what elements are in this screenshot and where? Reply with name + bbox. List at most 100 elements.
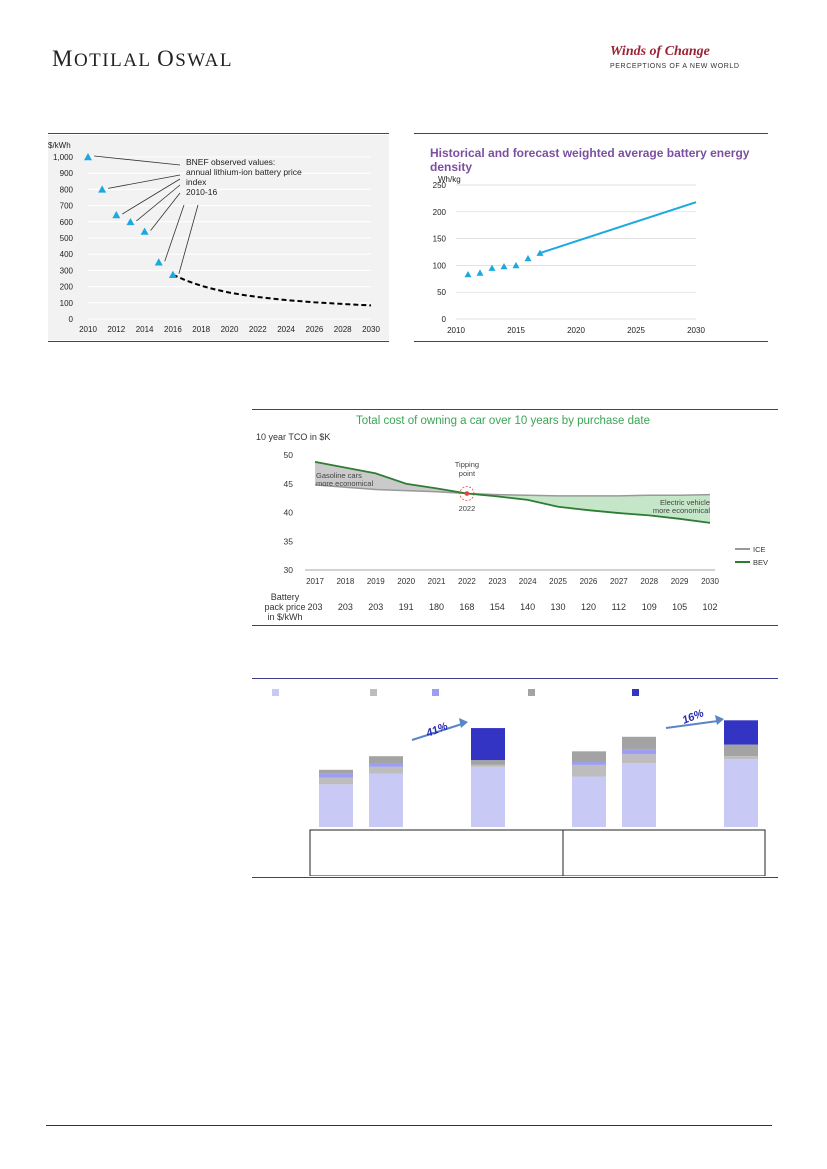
chart3-battery-price: 130: [551, 602, 566, 612]
chart1-xtick: 2026: [306, 325, 324, 334]
chart3-ylabel: 10 year TCO in $K: [256, 432, 330, 442]
chart1-bottom-rule: [48, 341, 389, 342]
chart1-observed-point: [154, 258, 163, 266]
chart4-bar-segment: [622, 762, 656, 827]
chart1-leader-line: [108, 174, 181, 189]
chart2-ytick: 50: [437, 288, 446, 297]
battery-price-chart: $/kWh 0 100 200 300 400 500 600 700 800 900 1,000 20…: [48, 135, 389, 340]
chart3-legend-label: BEV: [753, 558, 768, 567]
chart3-ytick: 30: [284, 565, 294, 575]
chart4-category-box: [309, 829, 564, 876]
chart2-observed-point: [464, 271, 472, 278]
chart3-battery-price: 140: [520, 602, 535, 612]
chart3-bev-line: [314, 461, 711, 524]
chart1-ytick: 0: [69, 315, 74, 324]
chart3-ev-area: [466, 493, 710, 523]
chart1-leader-line: [164, 204, 185, 262]
chart1-xtick: 2030: [362, 325, 380, 334]
chart3-ice-line: [314, 484, 711, 497]
chart3-tipping-year: 2022: [459, 504, 476, 513]
chart3-title: Total cost of owning a car over 10 years…: [356, 415, 650, 427]
chart4-bar-segment: [622, 749, 656, 755]
energy-density-chart: Historical and forecast weighted average…: [430, 146, 750, 335]
winds-of-change-logo: Winds of Change PERCEPTIONS OF A NEW WOR…: [610, 44, 740, 74]
chart1-ytick: 300: [60, 266, 74, 275]
chart2-observed-point: [524, 254, 532, 262]
chart1-ytick: 100: [60, 299, 74, 308]
chart4-bar-segment: [319, 773, 353, 778]
chart3-xtick: 2017: [306, 577, 324, 586]
chart1-xtick: 2012: [107, 325, 125, 334]
chart1-leader-line: [122, 178, 181, 215]
chart4-bar-segment: [572, 762, 606, 765]
chart3-ytick: 50: [284, 450, 294, 460]
chart1-ytick: 700: [60, 202, 74, 211]
chart3-legend-label: ICE: [753, 545, 766, 554]
chart1-xtick: 2016: [164, 325, 182, 334]
chart4-growth-label: 41%: [424, 720, 450, 740]
chart3-battery-price: 112: [612, 602, 626, 612]
chart3-ytick: 40: [284, 508, 294, 518]
chart4-bar-segment: [724, 756, 758, 760]
chart4-bar-segment: [622, 754, 656, 763]
chart1-xtick: 2022: [249, 325, 267, 334]
chart4-top-rule: [252, 678, 778, 679]
chart3-battery-price: 102: [702, 602, 717, 612]
stacked-cost-chart: 41%16%: [272, 689, 766, 876]
chart3-battery-price: 203: [307, 602, 322, 612]
chart1-leader-line: [136, 184, 181, 222]
chart4-legend-swatch: [632, 689, 639, 696]
chart3-battery-price: 180: [429, 602, 444, 612]
chart3-xtick: 2030: [701, 577, 719, 586]
chart1-observed-point: [126, 217, 135, 226]
chart3-xtick: 2020: [397, 577, 415, 586]
chart3-xtick: 2022: [458, 577, 476, 586]
chart3-battery-price: 120: [581, 602, 596, 612]
chart2-ytick: 150: [433, 235, 447, 244]
chart1-xtick: 2024: [277, 325, 295, 334]
chart3-xtick: 2024: [519, 577, 537, 586]
chart4-bar-segment: [724, 744, 758, 757]
chart3-battery-price: 203: [338, 602, 353, 612]
chart2-observed-point: [488, 264, 496, 271]
chart2-xtick: 2030: [687, 326, 705, 335]
chart4-bar-segment: [369, 773, 403, 827]
chart3-xtick: 2025: [549, 577, 567, 586]
chart1-ytick: 900: [60, 169, 74, 178]
chart4-growth-arrowhead: [459, 718, 468, 728]
chart3-xtick: 2028: [640, 577, 658, 586]
chart4-bar-segment: [572, 751, 606, 763]
chart1-ytick: 400: [60, 250, 74, 259]
chart4-bar-segment: [319, 777, 353, 785]
chart4-bar-segment: [622, 736, 656, 750]
chart1-ytick: 500: [60, 234, 74, 243]
chart2-ytick: 0: [442, 315, 447, 324]
chart4-bar-segment: [319, 784, 353, 827]
chart4-legend-swatch: [528, 689, 535, 696]
chart4-bottom-rule: [252, 877, 778, 878]
chart1-leader-line: [178, 204, 199, 274]
chart4-growth-arrowhead: [715, 715, 724, 725]
logo-subtitle: PERCEPTIONS OF A NEW WORLD: [610, 63, 740, 70]
brand-logo: MOTILAL OSWAL: [52, 46, 233, 71]
chart3-xtick: 2021: [428, 577, 446, 586]
chart4-bar-segment: [471, 728, 505, 761]
chart4-bar-segment: [369, 762, 403, 767]
chart4-growth-arrow: [411, 723, 463, 741]
chart4-bar-segment: [572, 764, 606, 777]
chart1-ylabel: $/kWh: [48, 141, 71, 150]
chart1-leader-line: [93, 155, 181, 166]
chart1-observed-point: [140, 227, 149, 235]
chart3-xtick: 2029: [671, 577, 689, 586]
chart2-ytick: 250: [433, 181, 447, 190]
chart2-observed-point: [536, 249, 544, 256]
chart2-observed-point: [476, 269, 484, 276]
chart2-observed-point: [500, 262, 508, 270]
chart1-observed-point: [112, 210, 121, 219]
chart2-xtick: 2025: [627, 326, 645, 335]
chart3-tipping-dot: [464, 491, 470, 496]
chart1-top-rule: [48, 133, 389, 134]
chart4-bar-segment: [319, 769, 353, 774]
chart4-legend-swatch: [432, 689, 439, 696]
footer-rule: [46, 1125, 772, 1126]
